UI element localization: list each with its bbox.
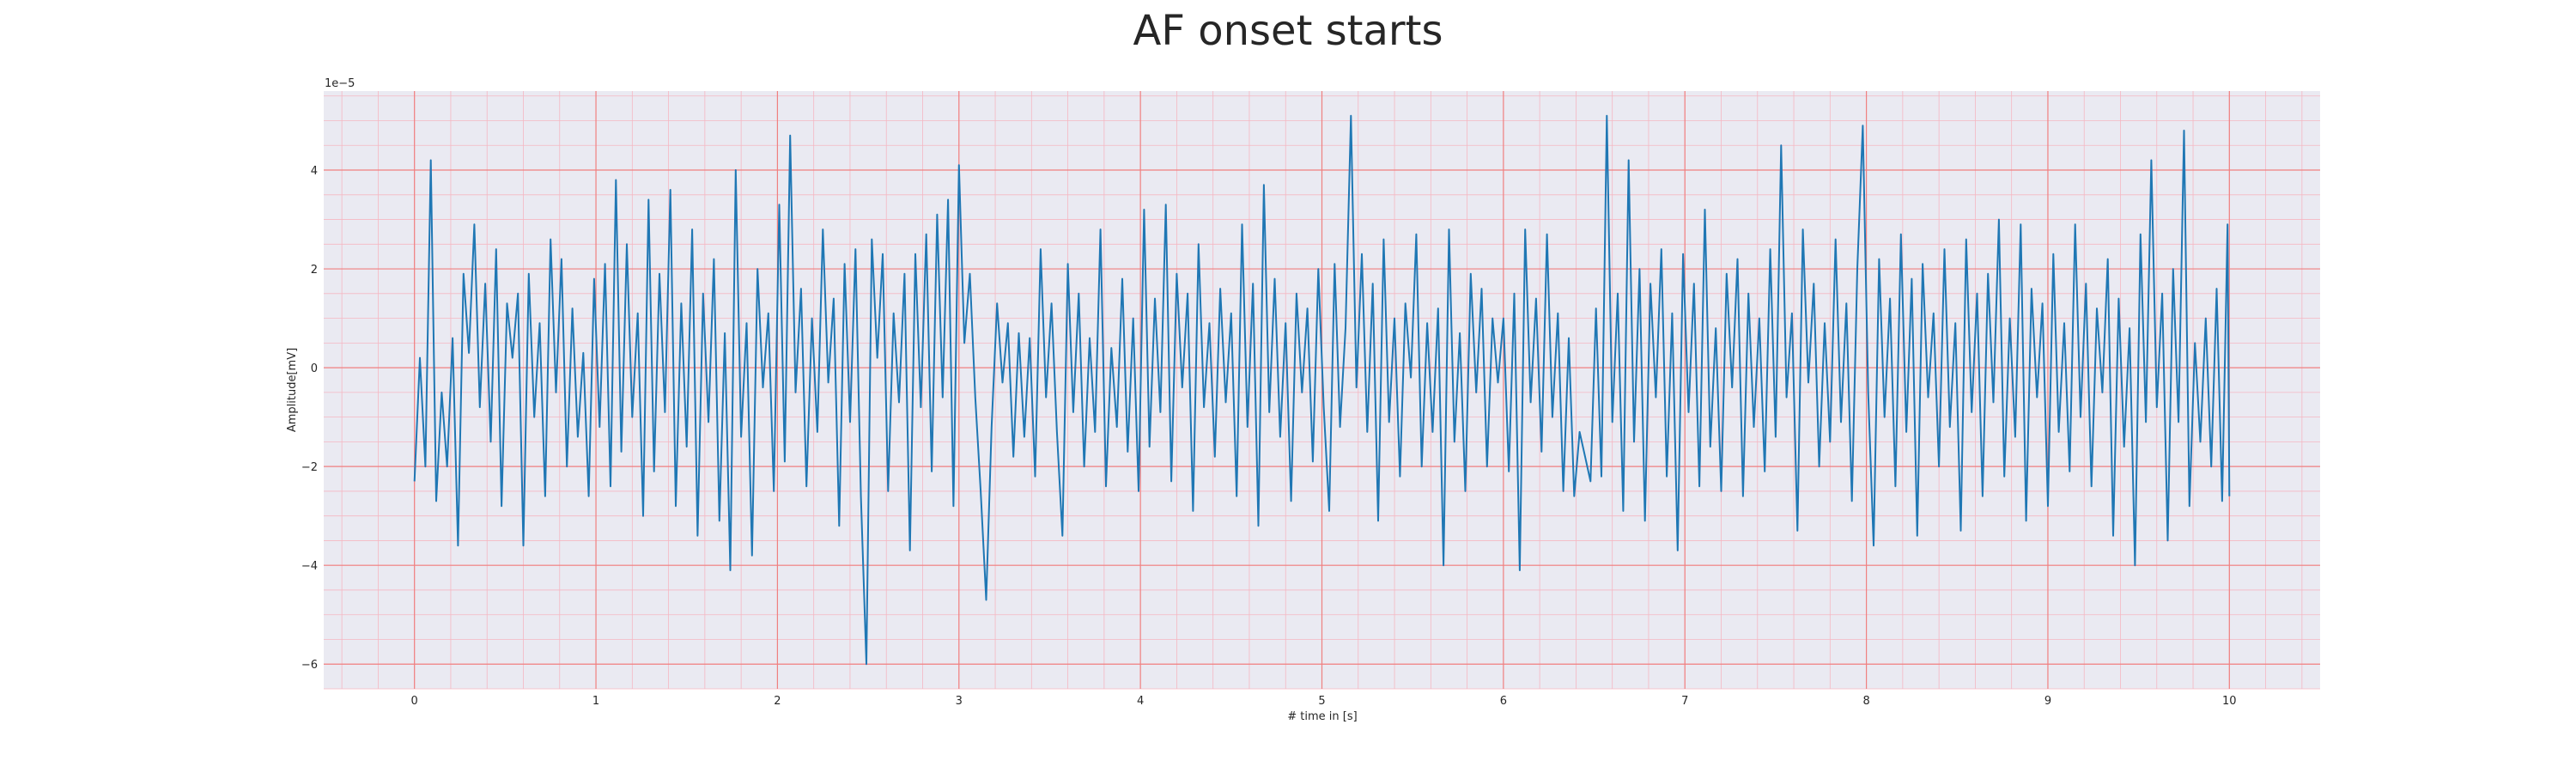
x-tick-label: 10 <box>2222 695 2237 708</box>
chart-title: AF onset starts <box>1133 7 1443 55</box>
series-layer <box>413 114 2231 666</box>
x-axis-label: # time in [s] <box>1287 710 1357 723</box>
x-tick-label: 9 <box>2044 695 2051 708</box>
y-tick-label: −6 <box>301 659 318 672</box>
y-tick-label: 2 <box>311 264 318 277</box>
x-tick-label: 3 <box>956 695 963 708</box>
y-tick-label: −2 <box>301 461 318 474</box>
x-tick-label: 7 <box>1681 695 1688 708</box>
y-axis-label: Amplitude[mV] <box>286 348 299 432</box>
x-tick-label: 5 <box>1318 695 1325 708</box>
y-tick-label: 4 <box>311 165 318 178</box>
x-axis-ticks: 0 1 2 3 4 5 6 7 8 9 10 <box>411 695 2237 708</box>
y-tick-label: −4 <box>301 560 318 573</box>
x-tick-label: 0 <box>411 695 418 708</box>
y-tick-label: 0 <box>311 362 318 375</box>
series-line <box>413 114 2231 666</box>
x-tick-label: 2 <box>774 695 781 708</box>
y-offset-label: 1e−5 <box>325 77 355 90</box>
x-tick-label: 8 <box>1862 695 1869 708</box>
x-tick-label: 4 <box>1137 695 1144 708</box>
x-tick-label: 6 <box>1500 695 1507 708</box>
x-tick-label: 1 <box>592 695 599 708</box>
y-axis-ticks: −6 −4 −2 0 2 4 <box>301 165 318 672</box>
